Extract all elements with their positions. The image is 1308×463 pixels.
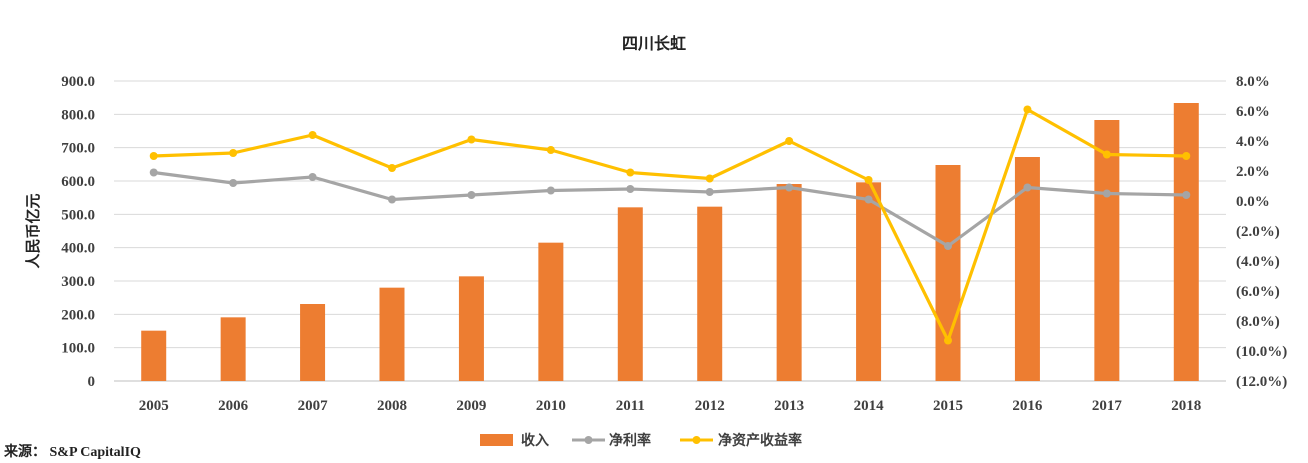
bar-收入 (617, 207, 643, 381)
bar-收入 (379, 287, 405, 381)
line-净利率 (153, 170, 1187, 248)
point-净利率 (1023, 183, 1032, 192)
x-axis-ticks: 2005 2006 2007 2008 2009 2010 2011 2012 2013 2014… (139, 398, 1202, 414)
bar-收入 (458, 276, 484, 381)
x-tick-label: 2009 (456, 398, 486, 414)
x-tick-label: 2011 (616, 398, 645, 414)
legend-label-净利率: 净利率 (609, 432, 651, 449)
point-净资产收益率 (308, 131, 317, 139)
bar-收入 (935, 165, 961, 381)
right-tick-label: (8.0%) (1236, 314, 1280, 330)
bar-收入 (697, 206, 723, 381)
point-净利率 (308, 173, 317, 181)
left-tick-label: 100.0 (61, 341, 95, 357)
bar-收入 (141, 330, 167, 381)
point-净资产收益率 (705, 174, 714, 183)
point-净资产收益率 (1102, 150, 1111, 159)
y-axis-label: 人民币亿元 (24, 193, 42, 268)
point-净资产收益率 (626, 168, 635, 177)
left-tick-label: 300.0 (61, 274, 95, 290)
bar-收入 (1094, 120, 1120, 381)
point-净利率 (785, 183, 794, 192)
legend-label-收入: 收入 (521, 432, 549, 449)
point-净资产收益率 (864, 176, 873, 184)
point-净资产收益率 (944, 336, 952, 345)
left-tick-label: 0 (88, 374, 96, 390)
left-tick-label: 700.0 (61, 141, 95, 157)
x-tick-label: 2018 (1171, 398, 1201, 414)
bar-收入 (300, 304, 326, 381)
line-series (149, 105, 1191, 345)
bar-收入 (220, 317, 246, 381)
point-净资产收益率 (1023, 105, 1032, 114)
bar-收入 (1173, 103, 1199, 381)
right-tick-label: (4.0%) (1236, 254, 1280, 270)
legend-marker-净利率 (584, 436, 593, 444)
point-净资产收益率 (785, 137, 794, 145)
x-tick-label: 2005 (139, 398, 169, 414)
point-净利率 (1102, 189, 1111, 198)
legend-marker-净资产收益率 (692, 436, 701, 444)
bar-收入 (538, 242, 564, 381)
left-tick-label: 600.0 (61, 174, 95, 190)
point-净资产收益率 (388, 164, 396, 172)
x-tick-label: 2012 (695, 398, 725, 414)
right-tick-label: (6.0%) (1236, 284, 1280, 300)
point-净利率 (864, 195, 873, 204)
legend-swatch-收入 (480, 434, 513, 446)
chart-title: 四川长虹 (622, 34, 686, 53)
x-tick-label: 2014 (854, 398, 885, 414)
x-tick-label: 2008 (377, 398, 407, 414)
x-tick-label: 2007 (298, 398, 329, 414)
left-tick-label: 500.0 (61, 207, 95, 223)
right-tick-label: 6.0% (1236, 104, 1270, 120)
right-tick-label: (12.0%) (1236, 374, 1287, 390)
source-note: 来源： S&P CapitalIQ (3, 443, 141, 460)
x-tick-label: 2015 (933, 398, 963, 414)
point-净利率 (229, 179, 238, 187)
right-tick-label: (2.0%) (1236, 224, 1280, 240)
bar-收入 (776, 184, 802, 381)
legend-label-净资产收益率: 净资产收益率 (718, 432, 802, 449)
point-净利率 (149, 168, 158, 177)
legend: 收入 净利率 净资产收益率 (480, 432, 802, 449)
left-tick-label: 400.0 (61, 241, 95, 257)
x-tick-label: 2016 (1012, 398, 1043, 414)
x-tick-label: 2013 (774, 398, 804, 414)
right-tick-label: 0.0% (1236, 194, 1270, 210)
left-tick-label: 900.0 (61, 74, 95, 90)
point-净利率 (705, 188, 714, 196)
gridlines (114, 80, 1226, 382)
right-tick-label: 8.0% (1236, 74, 1270, 90)
point-净利率 (388, 195, 396, 204)
point-净资产收益率 (1182, 152, 1191, 160)
point-净资产收益率 (149, 152, 158, 160)
point-净利率 (467, 191, 476, 199)
right-axis-ticks: (12.0%) (10.0%) (8.0%) (6.0%) (4.0%) (2.0%) 0.… (1236, 74, 1287, 390)
bar-收入 (856, 182, 882, 381)
bar-series (141, 103, 1199, 381)
point-净利率 (1182, 191, 1191, 199)
left-axis-ticks: 0 100.0 200.0 300.0 400.0 500.0 600.0 700.0 800.… (61, 74, 95, 390)
x-tick-label: 2017 (1092, 398, 1123, 414)
left-tick-label: 200.0 (61, 307, 95, 323)
x-tick-label: 2010 (536, 398, 566, 414)
right-tick-label: 4.0% (1236, 134, 1270, 150)
left-tick-label: 800.0 (61, 107, 95, 123)
point-净资产收益率 (546, 146, 555, 154)
x-tick-label: 2006 (218, 398, 249, 414)
point-净资产收益率 (467, 135, 476, 144)
line-净资产收益率 (153, 107, 1187, 343)
right-tick-label: 2.0% (1236, 164, 1270, 180)
right-tick-label: (10.0%) (1236, 344, 1287, 360)
point-净利率 (626, 185, 635, 193)
point-净利率 (944, 242, 952, 250)
point-净资产收益率 (229, 149, 238, 157)
point-净利率 (546, 186, 555, 195)
